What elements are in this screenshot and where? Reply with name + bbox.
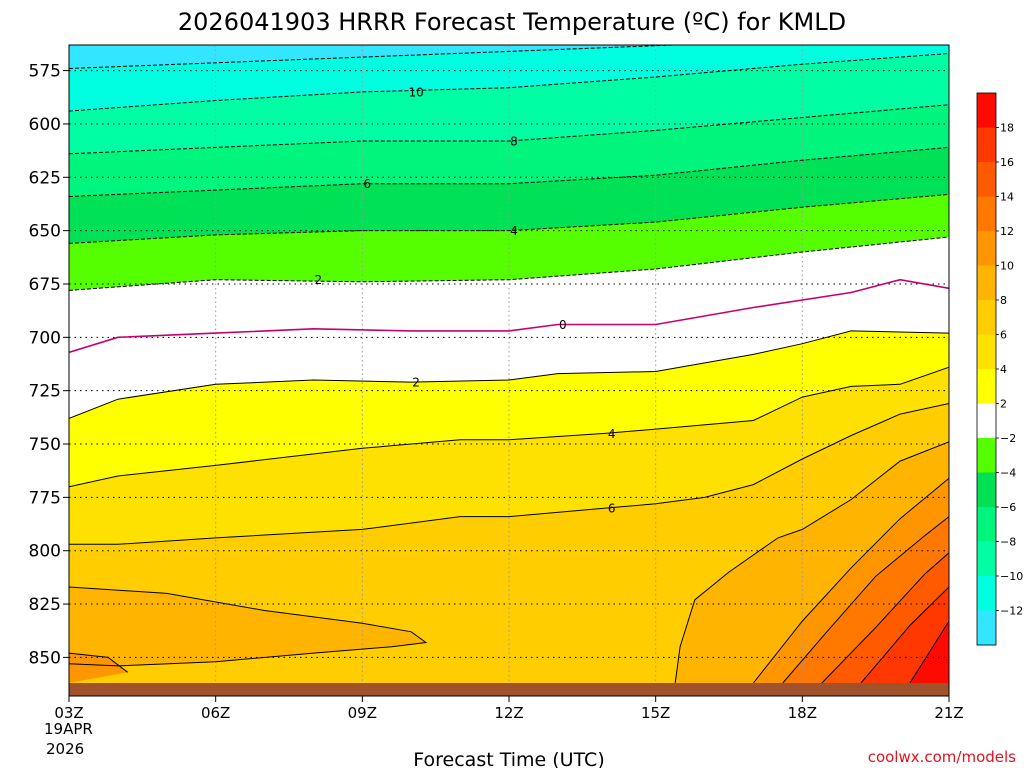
y-tick-label: 700 [29,328,61,348]
y-tick-label: 800 [29,542,61,562]
contour-label: 8 [510,135,518,149]
start-date-label: 19APR [44,720,93,738]
colorbar-label: 4 [1000,363,1007,376]
source-credit-link[interactable]: coolwx.com/models [868,748,1016,766]
contour-label: 4 [510,224,518,238]
contour-label: 4 [608,427,616,441]
isotherm-16 [860,586,949,683]
colorbar-label: −6 [1000,501,1016,514]
isotherm-8 [69,586,428,667]
contour-label: 6 [363,177,371,191]
colorbar-swatch [977,403,996,439]
isotherm-6 [69,403,949,545]
colorbar-label: −12 [1000,605,1023,618]
warm-region-8 [69,587,426,666]
contour-label: 0 [559,318,567,332]
x-tick-label: 15Z [641,704,670,722]
y-tick-label: 600 [29,115,61,135]
x-tick-label: 03Z [54,704,83,722]
isotherm-10 [753,477,949,683]
isotherm--12 [69,45,687,69]
y-tick-label: 775 [29,488,61,508]
isotherm-8 [674,441,949,683]
colorbar-label: 12 [1000,225,1014,238]
colorbar-label: 18 [1000,122,1014,135]
colorbar-label: 14 [1000,191,1014,204]
colorbar-swatch [977,265,996,301]
colorbar-label: 10 [1000,260,1014,273]
colorbar-swatch [977,576,996,611]
colorbar-label: −2 [1000,432,1016,445]
x-tick-label: 12Z [494,704,523,722]
colorbar-swatch [977,231,996,266]
colorbar-swatch [977,162,996,197]
colorbar-label: −8 [1000,536,1016,549]
isotherm-14 [821,552,949,683]
colorbar-swatch [977,127,996,163]
colorbar-swatch [977,300,996,335]
y-tick-label: 750 [29,435,61,455]
colorbar-swatch [977,93,996,128]
colorbar: 18 16 14 12 10 8 6 4 2 −2 −4 −6 −8 −10 −12 [976,92,1023,646]
colorbar-swatch [977,438,996,473]
contour-label: 10 [408,85,423,99]
colorbar-label: −4 [1000,467,1016,480]
isotherm-0 [69,278,949,354]
y-tick-label: 625 [29,168,61,188]
y-tick-label: 825 [29,595,61,615]
colorbar-label: 2 [1000,398,1007,411]
x-tick-label: 18Z [788,704,817,722]
contour-label-layer: 10 8 6 4 2 0 2 4 6 [315,85,616,516]
isotherm-4 [69,366,949,488]
isotherm-2 [69,330,949,419]
x-axis-title: Forecast Time (UTC) [413,749,604,768]
isotherm--8 [69,104,949,155]
warm-region-10 [69,653,128,683]
colorbar-swatch [977,541,996,577]
y-tick-label: 650 [29,222,61,242]
isotherm-10 [69,652,129,673]
y-tick-label: 725 [29,382,61,402]
y-tick-label: 575 [29,62,61,82]
isotherm--4 [69,193,949,244]
x-axis: 03Z 06Z 09Z 12Z 15Z 18Z 21Z [54,696,964,722]
isotherm--6 [69,146,949,197]
grid-layer [69,45,949,683]
y-axis: 575 600 625 650 675 700 725 750 775 800 825 850 [29,62,69,668]
colorbar-swatch [977,369,996,404]
start-year-label: 2026 [46,740,84,758]
plot-area: 10 8 6 4 2 0 2 4 6 [68,44,950,697]
colorbar-swatch [977,196,996,232]
x-tick-label: 06Z [201,704,230,722]
colorbar-label: 6 [1000,329,1007,342]
contour-label: 2 [315,273,323,287]
colorbar-swatch [977,334,996,370]
contour-label: 2 [412,376,420,390]
colorbar-label: 16 [1000,156,1014,169]
colorbar-label: 8 [1000,294,1007,307]
isotherm-layer [69,45,949,683]
colorbar-label: −10 [1000,570,1023,583]
isotherm-12 [782,516,949,683]
colorbar-swatch [977,472,996,508]
colorbar-swatch [977,610,996,646]
x-tick-label: 09Z [348,704,377,722]
contour-label: 6 [608,502,616,516]
colorbar-swatch [977,507,996,542]
y-tick-label: 850 [29,648,61,668]
y-tick-label: 675 [29,275,61,295]
ground-surface [69,683,949,696]
isotherm-18 [909,620,949,683]
x-tick-label: 21Z [934,704,963,722]
isotherm--10 [69,53,949,112]
isotherm--2 [69,236,949,291]
chart-title: 2026041903 HRRR Forecast Temperature (ºC… [178,8,846,36]
